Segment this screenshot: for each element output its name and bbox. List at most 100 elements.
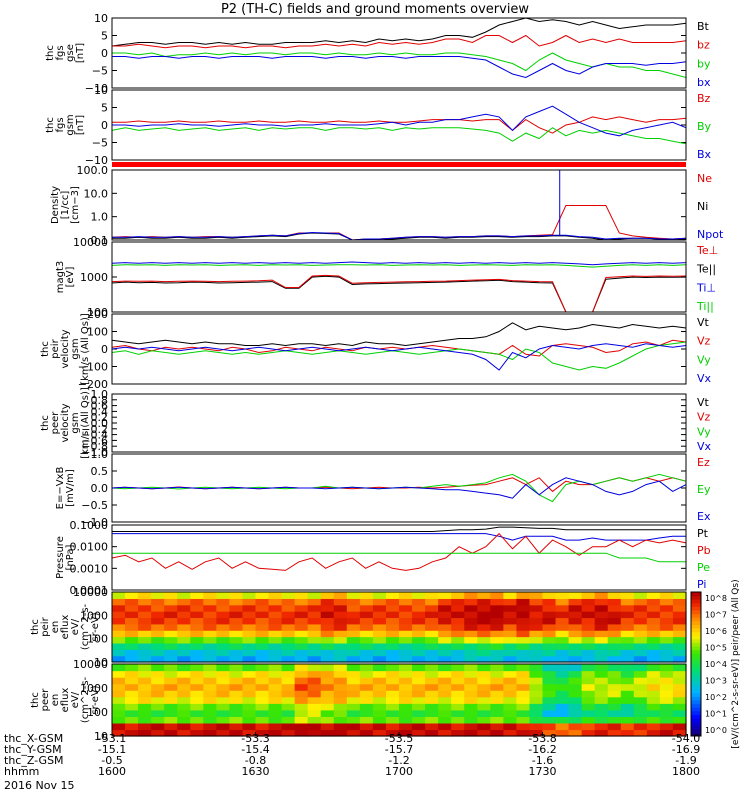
heatmap-cell	[151, 655, 165, 663]
heatmap-cell	[255, 642, 270, 650]
heatmap-cell	[555, 696, 570, 704]
heatmap-cell	[359, 670, 374, 678]
ytick-label: 1.0	[91, 211, 109, 224]
heatmap-cell	[581, 623, 596, 631]
heatmap-cell	[216, 623, 231, 631]
ytick-label: 1000	[80, 609, 108, 622]
heatmap-cell	[659, 649, 674, 657]
heatmap-cell	[359, 677, 374, 685]
heatmap-cell	[346, 623, 361, 631]
heatmap-cell	[112, 670, 126, 678]
xtick-y-gsm: -15.7	[385, 743, 413, 756]
heatmap-cell	[372, 670, 387, 678]
ylabel-line: thc	[30, 692, 41, 708]
ytick-label: 100	[87, 306, 108, 319]
heatmap-cell	[112, 709, 126, 717]
heatmap-cell	[425, 690, 439, 698]
ytick-label: 0.6	[91, 400, 109, 413]
heatmap-cell	[620, 592, 635, 599]
heatmap-cell	[320, 630, 335, 638]
heatmap-cell	[281, 592, 296, 599]
heatmap-cell	[346, 636, 361, 644]
heatmap-cell	[464, 598, 478, 606]
heatmap-cell	[346, 683, 361, 691]
heatmap-cell	[112, 696, 126, 704]
series-Ni	[112, 232, 687, 241]
heatmap-cell	[281, 604, 296, 612]
heatmap-cell	[503, 604, 518, 612]
heatmap-cell	[542, 677, 557, 685]
heatmap-cell	[607, 636, 622, 644]
heatmap-cell	[620, 696, 635, 704]
series-Bz	[112, 116, 687, 134]
ytick-label: 0	[101, 119, 108, 132]
heatmap-cell	[307, 636, 322, 644]
colorbar-cell	[691, 631, 701, 636]
heatmap-cell	[620, 630, 635, 638]
heatmap-cell	[412, 664, 426, 672]
legend-Vt: Vt	[697, 316, 710, 329]
heatmap-cell	[372, 690, 387, 698]
legend-Bt: Bt	[697, 20, 710, 33]
heatmap-cell	[151, 598, 165, 606]
heatmap-cell	[372, 716, 387, 724]
heatmap-cell	[138, 592, 152, 599]
ytick-label: 10	[94, 12, 108, 25]
heatmap-cell	[646, 630, 661, 638]
heatmap-cell	[151, 722, 165, 731]
heatmap-cell	[568, 655, 583, 663]
heatmap-cell	[138, 611, 152, 619]
heatmap-cell	[464, 677, 478, 685]
heatmap-cell	[372, 649, 387, 657]
heatmap-cell	[412, 703, 426, 711]
heatmap-cell	[672, 642, 687, 650]
colorbar-tick: 10^6	[705, 627, 727, 636]
heatmap-cell	[555, 690, 570, 698]
colorbar-tick: 10^4	[705, 660, 727, 669]
page-title: P2 (TH-C) fields and ground moments over…	[220, 2, 530, 17]
heatmap-cell	[646, 636, 661, 644]
heatmap-cell	[151, 729, 165, 737]
legend-Vy: Vy	[697, 425, 711, 438]
heatmap-cell	[633, 655, 648, 663]
heatmap-cell	[216, 683, 231, 691]
heatmap-cell	[568, 617, 583, 625]
heatmap-cell	[516, 623, 531, 631]
heatmap-cell	[399, 617, 413, 625]
heatmap-cell	[307, 630, 322, 638]
heatmap-cell	[438, 683, 452, 691]
heatmap-cell	[164, 611, 178, 619]
heatmap-cell	[438, 598, 452, 606]
heatmap-cell	[646, 729, 661, 737]
ylabel-line: [km/s (All Qs)]	[80, 387, 91, 459]
heatmap-cell	[203, 617, 217, 625]
heatmap-cell	[477, 611, 491, 619]
heatmap-cell	[255, 716, 270, 724]
series-Pt	[112, 526, 686, 532]
heatmap-cell	[242, 683, 257, 691]
heatmap-cell	[229, 670, 244, 678]
heatmap-cell	[320, 709, 335, 717]
heatmap-cell	[633, 722, 648, 731]
heatmap-cell	[320, 617, 335, 625]
heatmap-cell	[646, 683, 661, 691]
heatmap-cell	[190, 670, 204, 678]
ylabel-line: fgs	[55, 45, 66, 60]
heatmap-cell	[607, 630, 622, 638]
heatmap-cell	[164, 683, 178, 691]
heatmap-cell	[190, 690, 204, 698]
heatmap-cell	[294, 636, 309, 644]
heatmap-cell	[529, 677, 544, 685]
heatmap-cell	[307, 722, 322, 731]
heatmap-cell	[581, 703, 596, 711]
heatmap-cell	[659, 677, 674, 685]
heatmap-cell	[542, 703, 557, 711]
heatmap-cell	[346, 592, 361, 599]
heatmap-cell	[294, 604, 309, 612]
heatmap-cell	[190, 598, 204, 606]
heatmap-cell	[229, 636, 244, 644]
heatmap-cell	[672, 604, 687, 612]
heatmap-cell	[190, 729, 204, 737]
heatmap-cell	[646, 642, 661, 650]
colorbar-cell	[691, 617, 701, 622]
